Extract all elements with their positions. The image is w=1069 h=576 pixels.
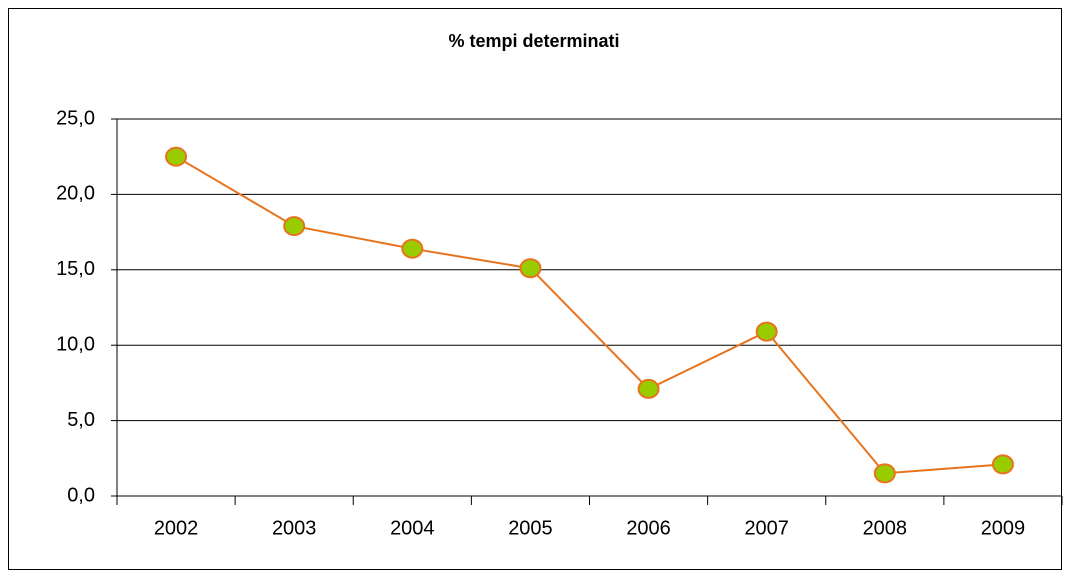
x-tick-label: 2005 [508,517,553,539]
chart-border [8,8,1062,570]
y-tick-label: 15,0 [56,258,95,280]
y-tick-label: 5,0 [67,409,95,431]
y-tick-label: 25,0 [56,107,95,129]
x-tick-label: 2008 [863,517,908,539]
data-point [755,321,778,342]
y-tick-label: 10,0 [56,333,95,355]
chart-title: % tempi determinati [448,31,619,51]
data-point [165,146,188,167]
y-tick-label: 20,0 [56,183,95,205]
data-point [991,454,1014,475]
data-point [637,378,660,399]
data-point [873,463,896,484]
x-tick-label: 2003 [272,517,317,539]
x-tick-label: 2007 [744,517,789,539]
x-tick-label: 2009 [981,517,1026,539]
data-point [401,238,424,259]
x-tick-label: 2002 [154,517,199,539]
x-tick-label: 2004 [390,517,435,539]
data-point [283,216,306,237]
data-point [519,258,542,279]
series-line [175,155,1004,475]
y-tick-label: 0,0 [67,484,95,506]
x-tick-label: 2006 [626,517,671,539]
